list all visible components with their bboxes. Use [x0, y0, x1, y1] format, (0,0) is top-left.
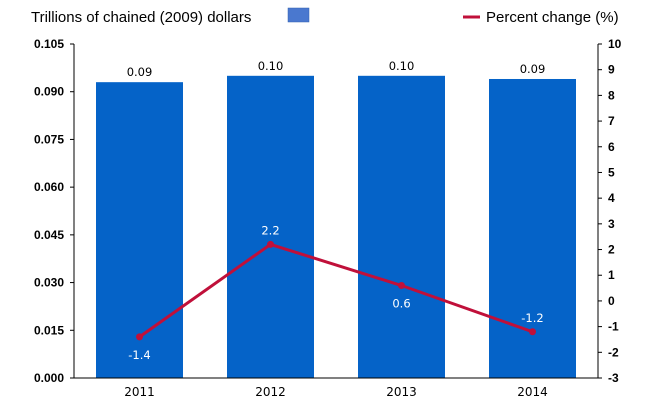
right-tick-label: -3 — [608, 371, 619, 385]
bar-label-2014: 0.09 — [520, 62, 546, 76]
x-tick-label-2011: 2011 — [124, 385, 155, 399]
line-label-2011: -1.4 — [128, 348, 150, 362]
legend-label-bars: Trillions of chained (2009) dollars — [31, 9, 251, 26]
right-tick-label: -1 — [608, 320, 619, 334]
right-tick-label: -2 — [608, 345, 619, 359]
left-tick-label: 0.030 — [34, 276, 64, 290]
right-tick-label: 6 — [608, 140, 615, 154]
legend-swatch-bars — [287, 7, 310, 23]
line-point-2012 — [267, 240, 274, 248]
bar-2012 — [227, 75, 314, 379]
legend-label-line: Percent change (%) — [486, 9, 619, 26]
line-label-2014: -1.2 — [521, 311, 543, 325]
left-tick-label: 0.015 — [34, 323, 64, 337]
left-tick-label: 0.060 — [34, 180, 64, 194]
x-tick-label-2013: 2013 — [386, 385, 417, 399]
line-point-2013 — [398, 282, 405, 290]
percent-change-line — [138, 242, 533, 339]
right-tick-label: 10 — [608, 37, 622, 51]
right-tick-label: 5 — [608, 165, 615, 179]
bar-label-2012: 0.10 — [258, 59, 284, 73]
right-tick-label: 1 — [608, 268, 615, 282]
bar-2014 — [489, 78, 576, 378]
right-tick-label: 7 — [608, 114, 615, 128]
bar-label-2011: 0.09 — [127, 65, 153, 79]
bar-2013 — [358, 75, 445, 379]
line-label-2012: 2.2 — [261, 223, 279, 237]
line-point-2011 — [136, 333, 143, 341]
left-tick-label: 0.105 — [34, 37, 64, 51]
right-tick-label: 2 — [608, 243, 615, 257]
left-tick-label: 0.000 — [34, 371, 64, 385]
x-tick-label-2014: 2014 — [517, 385, 548, 399]
left-tick-label: 0.075 — [34, 132, 64, 146]
line-label-2013: 0.6 — [392, 297, 410, 311]
right-tick-label: 9 — [608, 63, 615, 77]
line-point-2014 — [529, 328, 536, 336]
right-tick-label: 4 — [608, 191, 615, 205]
left-tick-label: 0.090 — [34, 85, 64, 99]
right-tick-label: 0 — [608, 294, 615, 308]
x-tick-label-2012: 2012 — [255, 385, 286, 399]
bar-label-2013: 0.10 — [389, 59, 415, 73]
bar-2011 — [96, 82, 183, 379]
right-tick-label: 3 — [608, 217, 615, 231]
right-tick-label: 8 — [608, 88, 615, 102]
left-tick-label: 0.045 — [34, 228, 64, 242]
